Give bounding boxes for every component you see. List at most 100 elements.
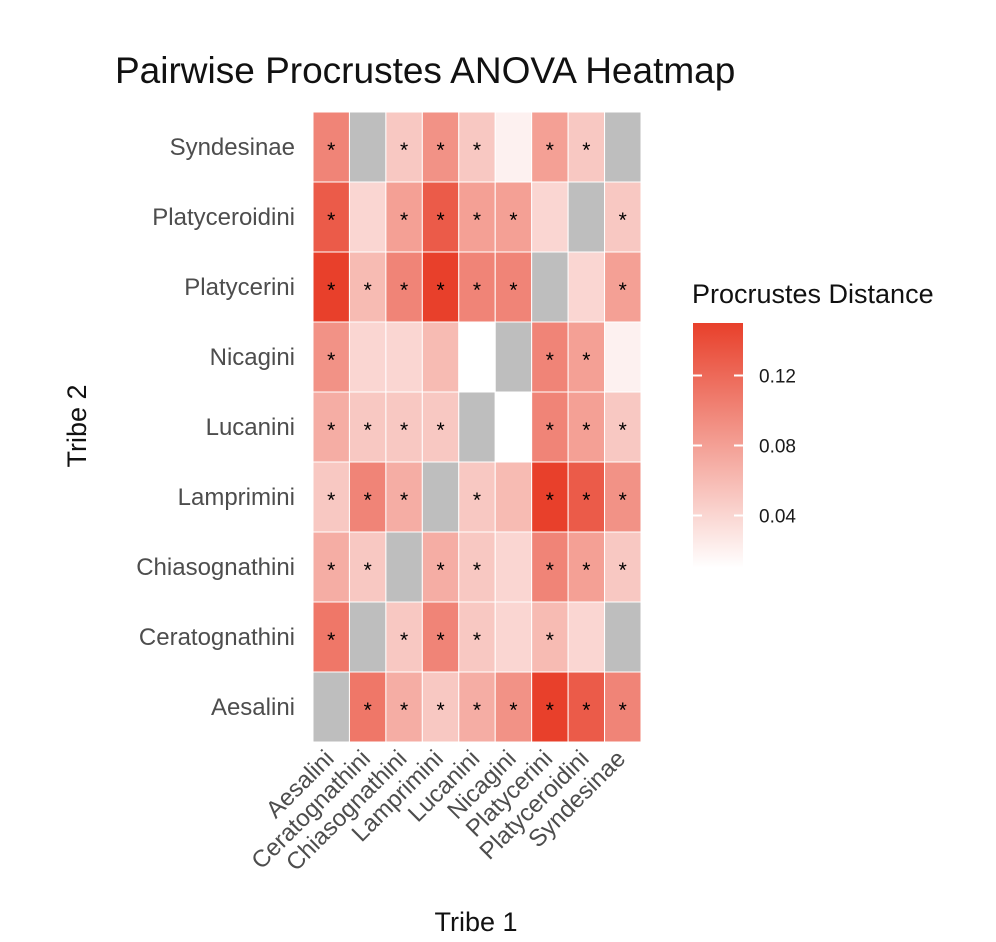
significance-star: *: [582, 139, 590, 162]
significance-star: *: [546, 419, 554, 442]
significance-star: *: [400, 419, 408, 442]
heatmap-cell: [567, 461, 606, 533]
significance-star: *: [473, 699, 481, 722]
significance-star: *: [473, 279, 481, 302]
significance-star: *: [436, 209, 444, 232]
significance-star: *: [473, 209, 481, 232]
heatmap-cell: [494, 671, 533, 743]
heatmap-cell: [458, 321, 496, 393]
significance-star: *: [619, 419, 627, 442]
heatmap-cell: [604, 461, 642, 533]
significance-star: *: [400, 139, 408, 162]
x-axis-title: Tribe 1: [434, 907, 517, 937]
significance-star: *: [582, 699, 590, 722]
significance-star: *: [400, 629, 408, 652]
significance-star: *: [327, 279, 335, 302]
significance-star: *: [327, 209, 335, 232]
significance-star: *: [364, 419, 372, 442]
heatmap-cell: [348, 671, 387, 743]
heatmap-cell: [531, 671, 569, 743]
significance-star: *: [327, 349, 335, 372]
significance-star: *: [436, 419, 444, 442]
heatmap-cell: [494, 601, 533, 673]
heatmap-cell: [421, 111, 460, 183]
legend-tick-label: 0.12: [759, 367, 796, 388]
y-tick-label: Aesalini: [211, 694, 295, 721]
chart-title: Pairwise Procrustes ANOVA Heatmap: [115, 50, 735, 91]
heatmap-cell: [385, 181, 423, 253]
x-axis-tick-labels: AesaliniCeratognathiniChiasognathiniLamp…: [246, 745, 631, 876]
significance-star: *: [582, 419, 590, 442]
significance-star: *: [327, 629, 335, 652]
significance-star: *: [364, 489, 372, 512]
y-tick-label: Platycerini: [184, 274, 295, 301]
color-legend: Procrustes Distance 0.04 0.08 0.12: [692, 279, 934, 568]
significance-star: *: [619, 699, 627, 722]
heatmap-cell: [494, 111, 533, 183]
significance-star: *: [364, 699, 372, 722]
heatmap-cell: [312, 601, 350, 673]
heatmap-cell: [312, 531, 350, 603]
significance-star: *: [546, 699, 554, 722]
significance-star: *: [364, 279, 372, 302]
heatmap-cell: [494, 461, 533, 533]
y-tick-label: Chiasognathini: [136, 554, 295, 581]
significance-star: *: [582, 559, 590, 582]
significance-star: *: [327, 489, 335, 512]
y-tick-label: Lucanini: [206, 414, 295, 441]
legend-title: Procrustes Distance: [692, 279, 934, 309]
heatmap-cell: [567, 251, 606, 323]
heatmap-cell: [604, 601, 642, 673]
heatmap-cell: [531, 181, 569, 253]
heatmap-cell: [494, 391, 533, 463]
heatmap-cell: [567, 181, 606, 253]
heatmap-cell: [604, 671, 642, 743]
heatmap-cell: [604, 111, 642, 183]
heatmap-cell: [385, 321, 423, 393]
heatmap-cell: [531, 461, 569, 533]
y-axis-title: Tribe 2: [62, 384, 92, 467]
significance-star: *: [473, 629, 481, 652]
heatmap-cell: [385, 111, 423, 183]
heatmap-cell: [348, 111, 387, 183]
significance-star: *: [436, 139, 444, 162]
heatmap-cell: [494, 181, 533, 253]
significance-star: *: [546, 139, 554, 162]
significance-star: *: [582, 489, 590, 512]
heatmap-cell: [604, 251, 642, 323]
heatmap-cell: [348, 531, 387, 603]
significance-star: *: [327, 559, 335, 582]
heatmap-cell: [458, 181, 496, 253]
significance-star: *: [327, 419, 335, 442]
heatmap-cell: [385, 601, 423, 673]
significance-star: *: [436, 559, 444, 582]
significance-star: *: [400, 489, 408, 512]
heatmap-cell: [421, 461, 460, 533]
heatmap-cell: [348, 321, 387, 393]
heatmap-cell: [567, 671, 606, 743]
heatmap-cell: [604, 531, 642, 603]
legend-tick-label: 0.08: [759, 437, 796, 458]
legend-tick-label: 0.04: [759, 507, 796, 528]
significance-star: *: [436, 629, 444, 652]
heatmap-cell: [348, 391, 387, 463]
heatmap-cell: [348, 461, 387, 533]
heatmap-cell: [567, 321, 606, 393]
heatmap-cell: [458, 671, 496, 743]
heatmap-cell: [458, 391, 496, 463]
significance-star: *: [509, 699, 517, 722]
significance-star: *: [546, 349, 554, 372]
significance-star: *: [400, 699, 408, 722]
significance-star: *: [364, 559, 372, 582]
heatmap-cell: [494, 251, 533, 323]
heatmap-cell: [458, 251, 496, 323]
heatmap-cell: [458, 111, 496, 183]
heatmap-cell: [312, 251, 350, 323]
significance-star: *: [619, 489, 627, 512]
significance-star: *: [400, 209, 408, 232]
heatmap-cell: [567, 601, 606, 673]
heatmap-cell: [385, 251, 423, 323]
heatmap-cell: [421, 321, 460, 393]
significance-markers: * * * * * * * * * * * * * * * * * * * * * * * * * * * * * * * * * * * * * * * *…: [327, 139, 627, 722]
